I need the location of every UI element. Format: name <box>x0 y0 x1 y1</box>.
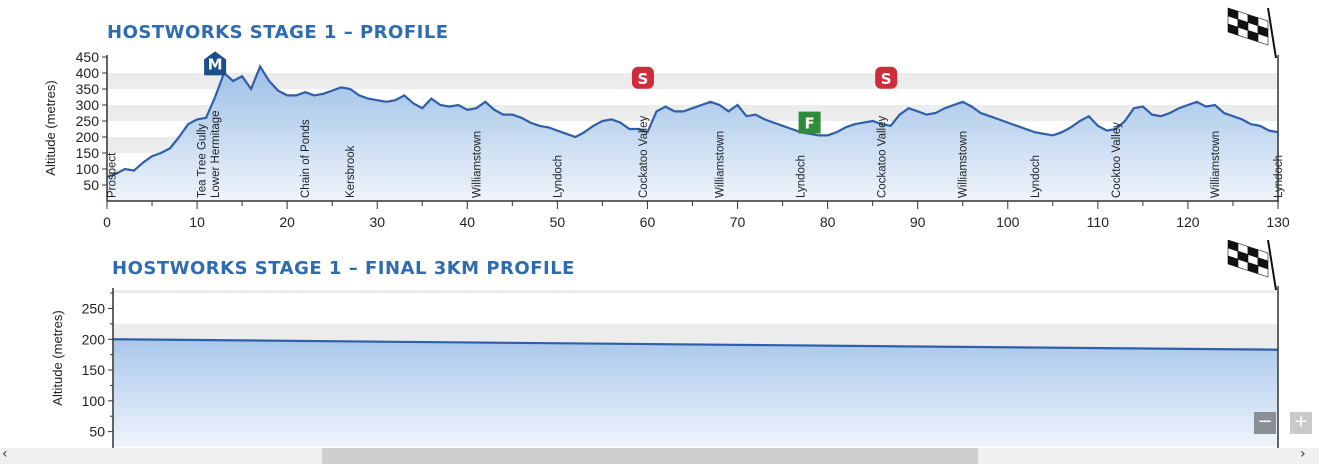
feed-marker-icon: F <box>798 111 821 134</box>
place-label: Williamstown <box>715 131 727 198</box>
sprint-marker-icon: S <box>875 66 898 89</box>
place-label: Williamstown <box>471 131 483 198</box>
place-label: Cockatoo Valley <box>638 116 650 198</box>
y-tick-label: 150 <box>76 145 100 161</box>
sprint-marker-icon: S <box>631 66 654 89</box>
x-tick-label: 100 <box>996 214 1020 230</box>
place-label: Tea Tree Gully <box>197 124 209 198</box>
elevation-area <box>107 66 1278 201</box>
place-label: Lyndoch <box>1273 155 1285 198</box>
x-tick-label: 130 <box>1266 214 1290 230</box>
elevation-line <box>106 64 1279 179</box>
place-label: Williamstown <box>958 131 970 198</box>
y-tick-label: 50 <box>89 424 105 440</box>
place-label: Cockatoo Valley <box>877 116 889 198</box>
x-tick-label: 10 <box>189 214 205 230</box>
zoom-out-button[interactable]: − <box>1254 412 1276 434</box>
y-tick-label: 150 <box>82 362 106 378</box>
y-axis-label: Altitude (metres) <box>43 80 58 175</box>
y-tick-label: 200 <box>82 331 106 347</box>
profile-chart-title: HOSTWORKS STAGE 1 – PROFILE <box>107 22 449 43</box>
y-tick-label: 400 <box>76 65 100 81</box>
x-tick-label: 90 <box>910 214 926 230</box>
y-tick-label: 350 <box>76 81 100 97</box>
x-tick-label: 40 <box>460 214 476 230</box>
place-label: Chain of Ponds <box>300 119 312 198</box>
place-label: Kersbrook <box>345 145 357 198</box>
y-tick-label: 250 <box>82 300 106 316</box>
zoom-in-button[interactable]: + <box>1290 412 1312 434</box>
place-label: Prospect <box>107 152 119 198</box>
scroll-right-icon[interactable]: › <box>1300 446 1306 462</box>
place-label: Lyndoch <box>796 155 808 198</box>
final-elevation-line <box>112 338 1279 351</box>
mountain-marker-icon: M <box>204 51 227 76</box>
x-tick-label: 80 <box>820 214 836 230</box>
checkered-flag-icon <box>1227 7 1277 59</box>
x-tick-label: 20 <box>279 214 295 230</box>
y-tick-label: 300 <box>76 97 100 113</box>
x-tick-label: 60 <box>640 214 656 230</box>
stage-profile-chart: Prospect Tea Tree Gully Lower Hermitage Cha… <box>43 7 1290 230</box>
final-elevation-area <box>113 339 1278 447</box>
scroll-left-icon[interactable]: ‹ <box>2 446 8 462</box>
y-tick-label: 450 <box>76 49 100 65</box>
marker-label: S <box>638 70 649 88</box>
x-tick-label: 30 <box>369 214 385 230</box>
y-axis-label: Altitude (metres) <box>50 310 65 405</box>
marker-label: F <box>804 115 814 133</box>
checkered-flag-icon <box>1227 240 1277 291</box>
place-label: Cocktoo Valley <box>1111 122 1123 198</box>
x-tick-label: 50 <box>550 214 566 230</box>
y-tick-label: 200 <box>76 129 100 145</box>
final-3km-chart-title: HOSTWORKS STAGE 1 – FINAL 3KM PROFILE <box>112 258 575 279</box>
x-tick-label: 120 <box>1176 214 1200 230</box>
final-3km-profile-chart: 50 100 150 200 250 Altitude (metres) <box>50 240 1279 457</box>
x-tick-label: 70 <box>730 214 746 230</box>
place-label: Williamstown <box>1210 131 1222 198</box>
scrollbar-thumb[interactable] <box>322 448 978 464</box>
marker-label: S <box>881 70 892 88</box>
y-tick-label: 100 <box>82 393 106 409</box>
place-label: Lyndoch <box>552 155 564 198</box>
place-label: Lower Hermitage <box>210 110 222 198</box>
place-label: Lyndoch <box>1030 155 1042 198</box>
y-tick-label: 250 <box>76 113 100 129</box>
y-tick-label: 50 <box>83 177 99 193</box>
y-tick-label: 100 <box>76 161 100 177</box>
x-tick-label: 110 <box>1087 214 1110 230</box>
x-tick-label: 0 <box>103 214 111 230</box>
marker-label: M <box>208 55 223 73</box>
